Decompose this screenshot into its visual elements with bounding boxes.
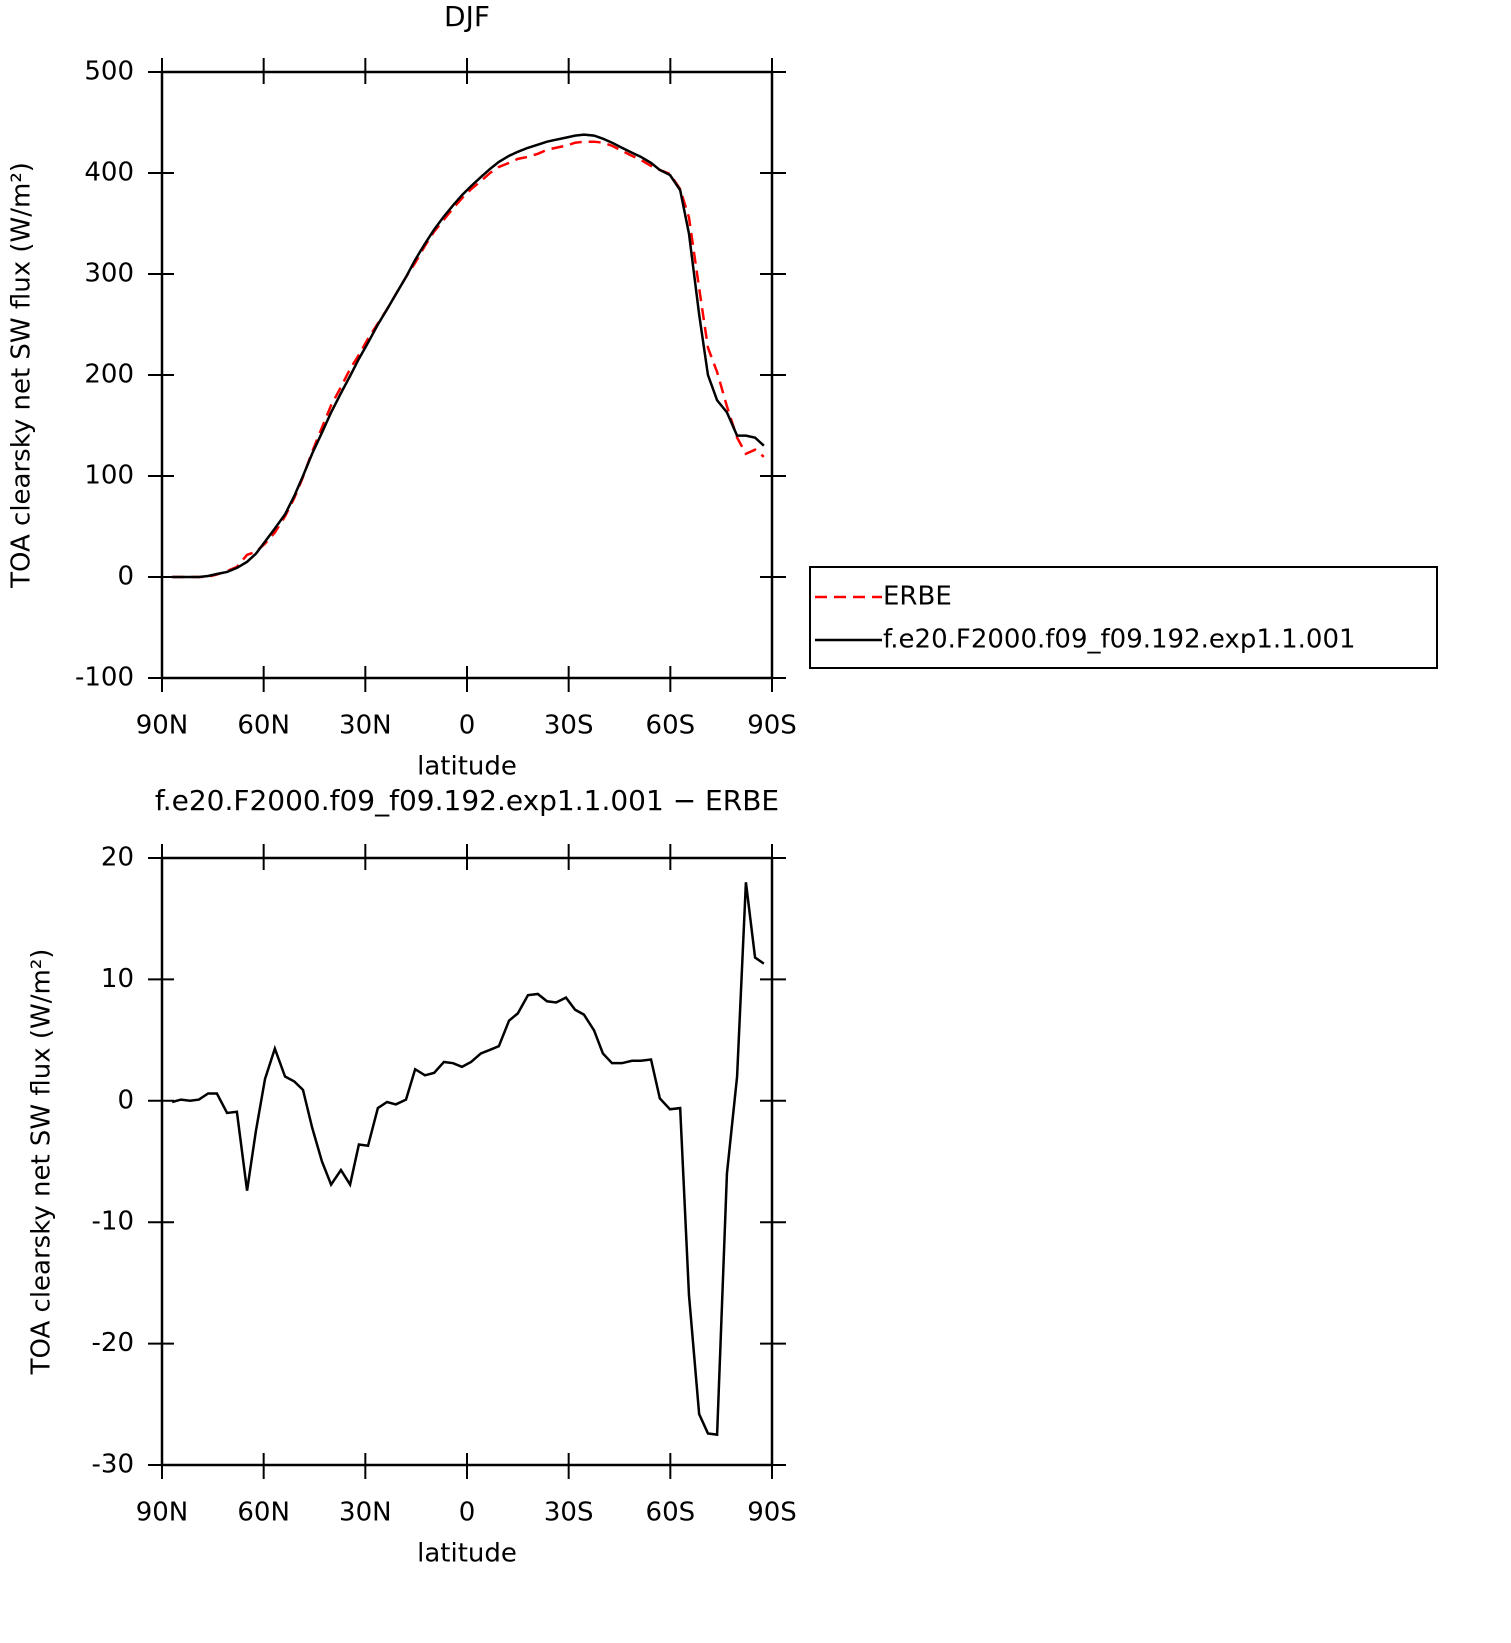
series-line [172,140,765,579]
x-tick-label: 30N [339,711,392,741]
x-tick-label: 60N [237,1498,290,1528]
y-tick-label: 100 [84,461,134,491]
x-tick-label: 60S [646,1498,696,1528]
series-line [172,133,765,579]
legend-box [809,566,1438,669]
plot-frame [160,856,774,1467]
y-tick-label: -20 [92,1328,134,1358]
plot-frame [160,70,774,680]
x-tick-label: 0 [459,711,476,741]
y-tick-label: 200 [84,360,134,390]
y-tick-label: 400 [84,158,134,188]
y-tick-label: 300 [84,259,134,289]
y-tick-label: 500 [84,57,134,87]
x-tick-label: 0 [459,1498,476,1528]
x-tick-label: 90S [747,711,797,741]
y-tick-label: 0 [117,562,134,592]
legend-label: ERBE [883,582,952,612]
x-axis-label: latitude [417,752,517,782]
x-tick-label: 60S [646,711,696,741]
x-tick-label: 30N [339,1498,392,1528]
chart-title: f.e20.F2000.f09_f09.192.exp1.1.001 − ERB… [155,784,779,817]
y-axis-label: TOA clearsky net SW flux (W/m²) [7,162,37,589]
y-tick-label: -30 [92,1450,134,1480]
y-axis-label: TOA clearsky net SW flux (W/m²) [27,949,57,1376]
x-axis-label: latitude [417,1539,517,1569]
x-tick-label: 60N [237,711,290,741]
x-tick-label: 30S [544,1498,594,1528]
y-tick-label: 0 [117,1085,134,1115]
x-tick-label: 90S [747,1498,797,1528]
legend-label: f.e20.F2000.f09_f09.192.exp1.1.001 [883,625,1356,655]
y-tick-label: -100 [75,663,134,693]
x-tick-label: 90N [136,711,189,741]
x-tick-label: 30S [544,711,594,741]
y-tick-label: 10 [101,964,134,994]
y-tick-label: -10 [92,1207,134,1237]
y-tick-label: 20 [101,843,134,873]
series-line [171,882,765,1437]
chart-title: DJF [444,0,490,33]
x-tick-label: 90N [136,1498,189,1528]
